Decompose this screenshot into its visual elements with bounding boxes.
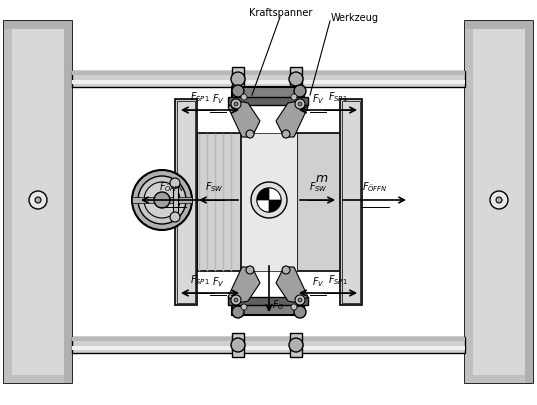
Circle shape xyxy=(282,131,290,139)
Text: $F_{SP1}$: $F_{SP1}$ xyxy=(190,90,210,104)
Text: $F_V$: $F_V$ xyxy=(212,92,224,106)
Circle shape xyxy=(234,298,238,302)
Bar xyxy=(241,134,297,271)
Polygon shape xyxy=(276,267,308,303)
Circle shape xyxy=(295,100,305,110)
Bar xyxy=(10,28,66,377)
Circle shape xyxy=(298,298,302,302)
Text: $F_{SP1}$: $F_{SP1}$ xyxy=(328,273,348,286)
Bar xyxy=(4,22,12,383)
Bar xyxy=(72,337,465,341)
Circle shape xyxy=(282,266,290,274)
Bar xyxy=(525,22,533,383)
Bar xyxy=(232,333,244,357)
Circle shape xyxy=(241,95,247,101)
Bar xyxy=(64,22,72,383)
Circle shape xyxy=(496,198,502,203)
Circle shape xyxy=(291,304,297,310)
Text: $F_V$: $F_V$ xyxy=(311,92,324,106)
Circle shape xyxy=(241,304,247,310)
Circle shape xyxy=(246,266,254,274)
Circle shape xyxy=(231,338,245,352)
Circle shape xyxy=(29,192,47,209)
Circle shape xyxy=(298,103,302,107)
Circle shape xyxy=(295,295,305,305)
Bar xyxy=(232,68,244,92)
Text: $m$: $m$ xyxy=(315,171,329,184)
Bar xyxy=(72,346,465,350)
Circle shape xyxy=(251,183,287,218)
Wedge shape xyxy=(257,200,269,213)
Bar xyxy=(177,102,195,303)
Circle shape xyxy=(291,95,297,101)
Bar xyxy=(4,22,72,383)
Text: $F_{SP1}$: $F_{SP1}$ xyxy=(190,273,210,286)
Polygon shape xyxy=(228,267,260,303)
Bar xyxy=(297,134,341,271)
Circle shape xyxy=(257,189,281,213)
Circle shape xyxy=(289,338,303,352)
Text: $F_{SP1}$: $F_{SP1}$ xyxy=(328,90,348,104)
Circle shape xyxy=(132,171,192,230)
Circle shape xyxy=(232,86,244,98)
Bar xyxy=(72,72,465,88)
Circle shape xyxy=(231,295,241,305)
Circle shape xyxy=(170,179,180,189)
Text: $F_V$: $F_V$ xyxy=(311,275,324,288)
Text: $F_V$: $F_V$ xyxy=(212,275,224,288)
Text: $F_{ÖFFN}$: $F_{ÖFFN}$ xyxy=(159,180,185,194)
Circle shape xyxy=(490,192,508,209)
Bar xyxy=(4,22,72,30)
Polygon shape xyxy=(276,102,308,138)
Text: $F_G$: $F_G$ xyxy=(272,297,284,311)
Circle shape xyxy=(294,86,306,98)
Bar xyxy=(465,22,533,383)
Bar xyxy=(465,22,533,30)
Circle shape xyxy=(170,213,180,222)
Text: Werkzeug: Werkzeug xyxy=(331,13,379,23)
Bar xyxy=(342,102,360,303)
Bar xyxy=(72,337,465,353)
Bar xyxy=(72,81,465,85)
Circle shape xyxy=(289,73,303,87)
Bar xyxy=(72,72,465,76)
Bar xyxy=(4,375,72,383)
Text: $F_{SW}$: $F_{SW}$ xyxy=(205,180,223,194)
Circle shape xyxy=(231,100,241,110)
Text: $F_{SW}$: $F_{SW}$ xyxy=(309,180,328,194)
Bar xyxy=(197,134,241,271)
Bar xyxy=(228,297,308,305)
Bar xyxy=(175,100,197,305)
Circle shape xyxy=(246,131,254,139)
Bar xyxy=(132,198,192,203)
Circle shape xyxy=(294,306,306,318)
Bar xyxy=(465,22,473,383)
Bar xyxy=(465,375,533,383)
Bar xyxy=(290,68,302,92)
Bar xyxy=(290,333,302,357)
Bar xyxy=(232,301,304,315)
Circle shape xyxy=(144,183,180,218)
Wedge shape xyxy=(269,189,281,200)
Circle shape xyxy=(154,192,170,209)
Circle shape xyxy=(231,73,245,87)
Bar xyxy=(173,183,178,217)
Polygon shape xyxy=(228,102,260,138)
Circle shape xyxy=(232,306,244,318)
Text: $F_{ÖFFN}$: $F_{ÖFFN}$ xyxy=(362,180,388,194)
Circle shape xyxy=(138,177,186,224)
Text: Kraftspanner: Kraftspanner xyxy=(249,8,313,18)
Bar xyxy=(340,100,362,305)
Circle shape xyxy=(35,198,41,203)
Bar xyxy=(471,28,527,377)
Bar xyxy=(232,88,304,102)
Circle shape xyxy=(234,103,238,107)
Bar xyxy=(228,98,308,106)
